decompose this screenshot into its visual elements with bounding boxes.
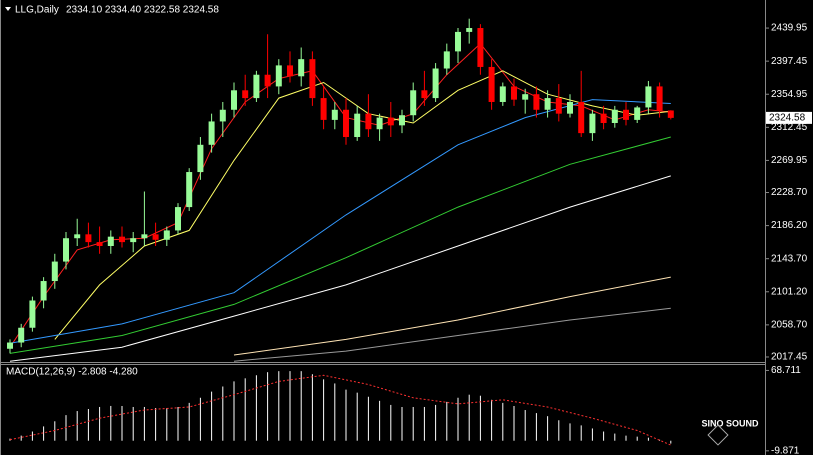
candle-body <box>242 90 249 99</box>
candle-body <box>410 90 417 116</box>
candle-body <box>141 234 148 239</box>
candle-body <box>63 238 69 262</box>
candle-body <box>354 113 361 138</box>
watermark: SINO SOUND <box>701 418 759 428</box>
candle-body <box>275 65 282 87</box>
candle-body <box>175 207 181 231</box>
candle-body <box>455 31 461 52</box>
line <box>233 307 671 362</box>
candle-body <box>488 66 495 102</box>
candle-body <box>421 90 428 99</box>
line <box>9 136 671 354</box>
candle-body <box>51 261 58 282</box>
candle-body <box>107 236 114 247</box>
candle-body <box>7 342 13 349</box>
y-tick-label: 2017.45 <box>771 352 808 363</box>
y-tick-label: 2312.45 <box>771 122 808 133</box>
candle-body <box>443 51 450 69</box>
candle-body <box>163 230 170 240</box>
candle-body <box>623 109 629 120</box>
candle-body <box>152 234 159 240</box>
candle-body <box>522 94 529 100</box>
y-tick-label: 2354.95 <box>771 89 808 100</box>
logo <box>707 424 729 446</box>
y-tick-label: -9.871 <box>771 445 800 455</box>
candle-body <box>611 109 618 124</box>
candle-body <box>600 113 607 124</box>
candle-body <box>320 98 327 120</box>
candle-body <box>399 115 405 126</box>
y-tick-label: 68.711 <box>771 365 801 376</box>
candle-body <box>119 236 125 243</box>
line <box>9 175 671 362</box>
y-tick-label: 2439.95 <box>771 23 808 34</box>
price-label-box <box>766 111 812 124</box>
candle-body <box>343 109 349 138</box>
candle-body <box>287 65 293 77</box>
candle-body <box>40 281 47 301</box>
candle-body <box>466 28 473 32</box>
candle-body <box>253 74 260 99</box>
y-tick-label: 2269.95 <box>771 155 808 166</box>
candle-body <box>499 86 506 102</box>
candle-body <box>331 109 338 120</box>
candle-body <box>74 234 81 239</box>
candle-body <box>298 59 305 77</box>
candle-body <box>589 113 596 134</box>
candle-body <box>544 98 551 110</box>
candle-body <box>656 86 663 111</box>
candle-body <box>264 74 271 87</box>
candle-body <box>85 234 92 243</box>
price-label: 2324.58 <box>769 113 806 124</box>
candle-body <box>667 110 674 118</box>
y-tick-label: 2101.20 <box>771 286 808 297</box>
y-tick-label: 2186.20 <box>771 220 808 231</box>
candle-body <box>219 109 226 122</box>
candle-body <box>309 59 316 99</box>
candle-body <box>208 121 215 145</box>
y-tick-label: 2228.70 <box>771 187 808 198</box>
candle-body <box>231 90 237 110</box>
candle-body <box>130 238 137 243</box>
candle-body <box>578 101 585 134</box>
y-tick-label: 2143.70 <box>771 253 808 264</box>
candle-body <box>186 172 193 208</box>
y-tick-label: 2058.70 <box>771 320 808 331</box>
candle-body <box>567 101 573 114</box>
y-tick-label: 2397.45 <box>771 56 808 67</box>
candle-body <box>645 86 652 108</box>
candle-body <box>376 117 383 130</box>
candle-body <box>477 28 484 67</box>
candle-body <box>634 107 641 120</box>
candle-body <box>533 94 540 110</box>
macd-title: MACD(12,26,9) -2.808 -4.280 <box>6 367 138 378</box>
candle-body <box>365 113 372 130</box>
candle-body <box>555 98 562 114</box>
candle-body <box>511 86 517 100</box>
symbol-title: LLG,Daily <box>15 5 59 16</box>
candle-body <box>96 242 103 247</box>
candle-body <box>197 144 204 173</box>
ohlc-info: 2334.10 2334.40 2322.58 2324.58 <box>66 5 219 16</box>
candle-body <box>18 327 25 343</box>
candle-body <box>432 68 439 99</box>
candle-body <box>387 117 394 126</box>
line <box>233 276 671 356</box>
candle-body <box>29 300 36 328</box>
line <box>9 374 671 446</box>
menu-arrow[interactable] <box>5 7 11 11</box>
